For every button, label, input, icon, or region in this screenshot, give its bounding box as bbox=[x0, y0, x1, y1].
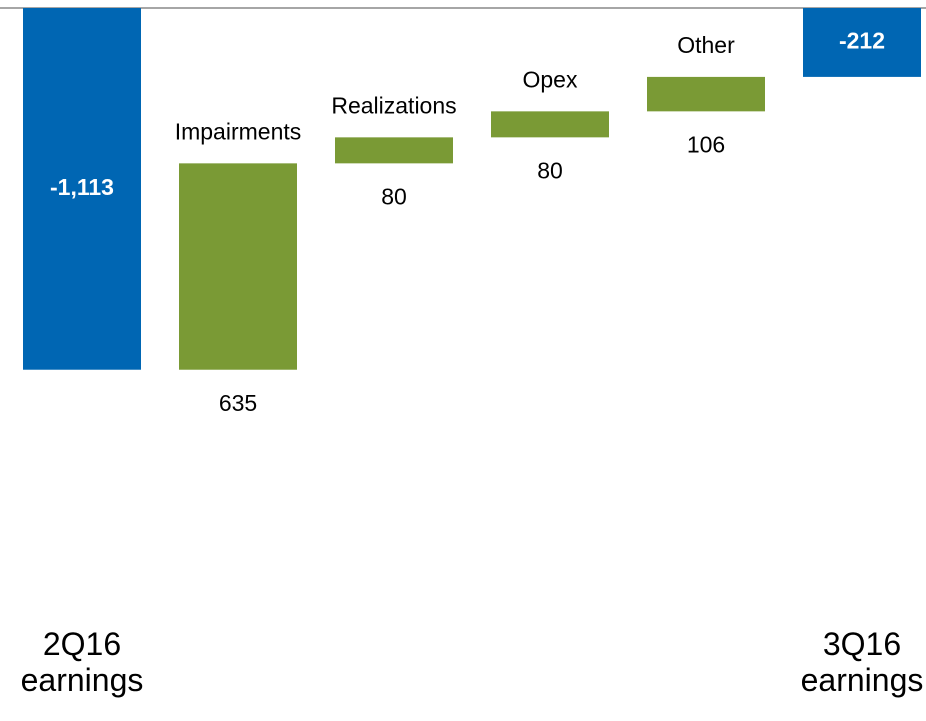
value-label: -1,113 bbox=[50, 174, 114, 200]
value-label: 635 bbox=[219, 390, 257, 416]
value-label: 80 bbox=[537, 157, 563, 183]
category-label: Impairments bbox=[175, 118, 302, 144]
category-label: Opex bbox=[523, 66, 578, 92]
category-label: 2Q16 earnings bbox=[20, 626, 144, 698]
bar bbox=[491, 111, 609, 138]
value-label: 80 bbox=[381, 183, 407, 209]
value-label: -212 bbox=[839, 28, 885, 54]
category-label: Other bbox=[677, 32, 735, 58]
category-label: 3Q16 earnings bbox=[800, 626, 924, 698]
category-label: Realizations bbox=[331, 92, 456, 118]
bar bbox=[23, 8, 141, 370]
bar bbox=[647, 76, 765, 112]
bar bbox=[803, 8, 921, 77]
bar bbox=[335, 137, 453, 164]
bar bbox=[179, 163, 297, 370]
value-label: 106 bbox=[687, 131, 725, 157]
